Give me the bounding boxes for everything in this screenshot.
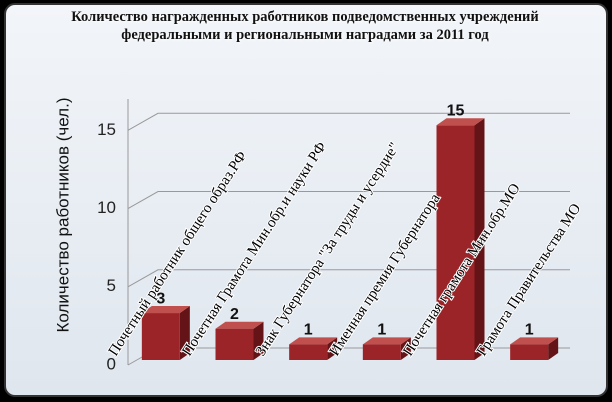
y-tick-label: 0	[107, 354, 116, 373]
bar-front	[289, 344, 328, 360]
bar	[436, 118, 485, 360]
bar	[362, 337, 411, 360]
data-label: 3	[156, 290, 165, 307]
bar-front	[510, 344, 549, 360]
data-label: 15	[447, 103, 465, 120]
bar-top	[436, 118, 485, 126]
data-label: 1	[377, 322, 386, 339]
data-label: 1	[304, 322, 313, 339]
bar	[510, 337, 559, 360]
grid-line	[127, 112, 570, 131]
y-tick-label: 15	[97, 120, 116, 139]
bar-front	[215, 328, 254, 360]
y-tick-label: 5	[107, 276, 116, 295]
data-label: 2	[230, 306, 239, 323]
chart-title: Количество награжденных работников подве…	[71, 9, 539, 43]
bar	[289, 337, 338, 360]
bar-side	[400, 337, 411, 360]
bar-side	[253, 321, 264, 360]
y-tick-label: 10	[97, 198, 116, 217]
bar	[215, 321, 264, 360]
bar-top	[362, 337, 411, 345]
bar-top	[510, 337, 559, 345]
bar-side	[548, 337, 559, 360]
data-label: 1	[525, 322, 534, 339]
bar-top	[289, 337, 338, 345]
bar-side	[327, 337, 338, 360]
bar-side	[179, 306, 190, 360]
grid-line	[127, 191, 570, 209]
bar-front	[141, 313, 180, 360]
bar	[141, 306, 190, 360]
bar-front	[362, 344, 401, 360]
bar-top	[215, 321, 264, 329]
y-axis-label: Количество работников (чел.)	[53, 98, 72, 333]
bar-front	[436, 125, 475, 360]
bar-side	[474, 118, 485, 360]
bar-top	[141, 306, 190, 314]
grid-line	[127, 269, 570, 288]
